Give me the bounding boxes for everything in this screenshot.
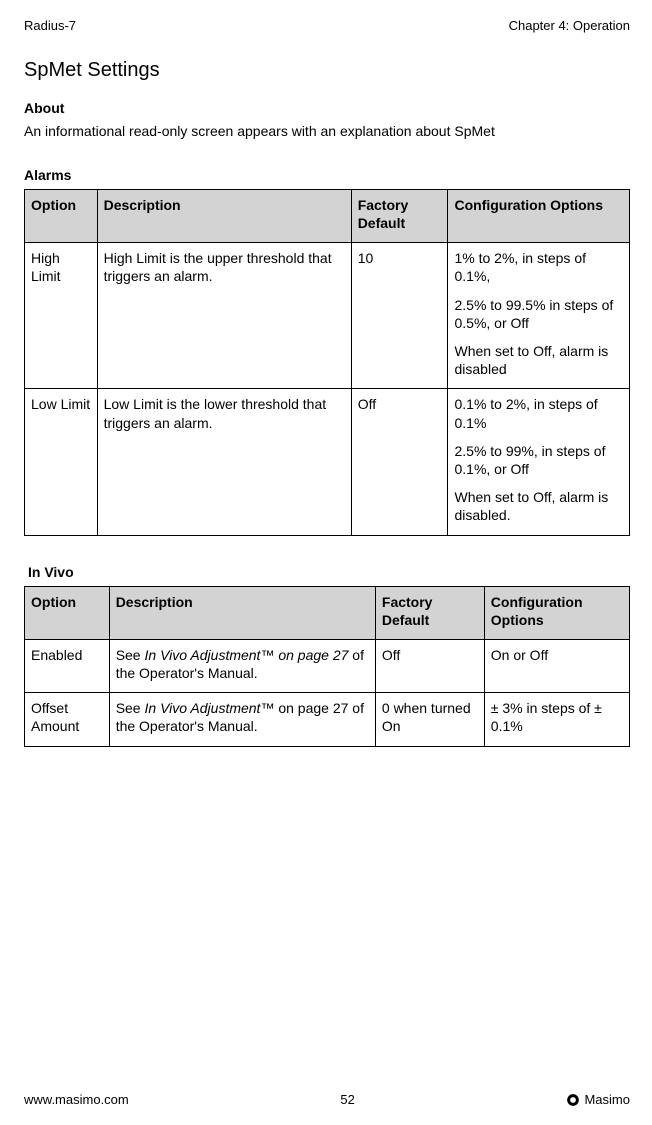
cell-option: High Limit	[25, 243, 98, 389]
cell-config: 0.1% to 2%, in steps of 0.1% 2.5% to 99%…	[448, 389, 630, 535]
alarms-table: Option Description FactoryDefault Config…	[24, 189, 630, 536]
brand-icon	[566, 1093, 580, 1107]
cell-description: High Limit is the upper threshold that t…	[97, 243, 351, 389]
col-option: Option	[25, 586, 110, 639]
alarms-table-wrap: Option Description FactoryDefault Config…	[24, 189, 630, 536]
table-row: Offset Amount See In Vivo Adjustment™ on…	[25, 693, 630, 746]
invivo-table: Option Description FactoryDefault Config…	[24, 586, 630, 747]
cell-default: 0 when turned On	[375, 693, 484, 746]
page-footer: www.masimo.com 52 Masimo	[24, 1092, 630, 1107]
about-text: An informational read-only screen appear…	[24, 122, 630, 141]
col-description: Description	[97, 189, 351, 242]
table-row: Enabled See In Vivo Adjustment™ on page …	[25, 639, 630, 692]
cell-option: Enabled	[25, 639, 110, 692]
col-description: Description	[109, 586, 375, 639]
col-default: FactoryDefault	[375, 586, 484, 639]
cell-description: See In Vivo Adjustment™ on page 27 of th…	[109, 639, 375, 692]
invivo-table-wrap: Option Description FactoryDefault Config…	[24, 586, 630, 747]
section-title: SpMet Settings	[24, 59, 630, 82]
footer-url: www.masimo.com	[24, 1092, 129, 1107]
col-default: FactoryDefault	[351, 189, 448, 242]
about-heading: About	[24, 100, 630, 116]
header-left: Radius-7	[24, 18, 76, 33]
alarms-heading: Alarms	[24, 167, 630, 183]
table-header-row: Option Description FactoryDefault Config…	[25, 586, 630, 639]
table-header-row: Option Description FactoryDefault Config…	[25, 189, 630, 242]
cell-config: ± 3% in steps of ± 0.1%	[484, 693, 629, 746]
footer-brand: Masimo	[566, 1092, 630, 1107]
invivo-heading: In Vivo	[28, 564, 630, 580]
cell-default: Off	[375, 639, 484, 692]
running-header: Radius-7 Chapter 4: Operation	[24, 18, 630, 33]
footer-page-number: 52	[340, 1092, 354, 1107]
table-row: Low Limit Low Limit is the lower thresho…	[25, 389, 630, 535]
col-config: ConfigurationOptions	[484, 586, 629, 639]
cell-option: Low Limit	[25, 389, 98, 535]
header-right: Chapter 4: Operation	[509, 18, 630, 33]
cell-default: Off	[351, 389, 448, 535]
cell-config: On or Off	[484, 639, 629, 692]
cell-description: See In Vivo Adjustment™ on page 27 of th…	[109, 693, 375, 746]
cell-default: 10	[351, 243, 448, 389]
col-option: Option	[25, 189, 98, 242]
cell-description: Low Limit is the lower threshold that tr…	[97, 389, 351, 535]
cell-config: 1% to 2%, in steps of 0.1%, 2.5% to 99.5…	[448, 243, 630, 389]
table-row: High Limit High Limit is the upper thres…	[25, 243, 630, 389]
col-config: Configuration Options	[448, 189, 630, 242]
footer-brand-text: Masimo	[584, 1092, 630, 1107]
cell-option: Offset Amount	[25, 693, 110, 746]
